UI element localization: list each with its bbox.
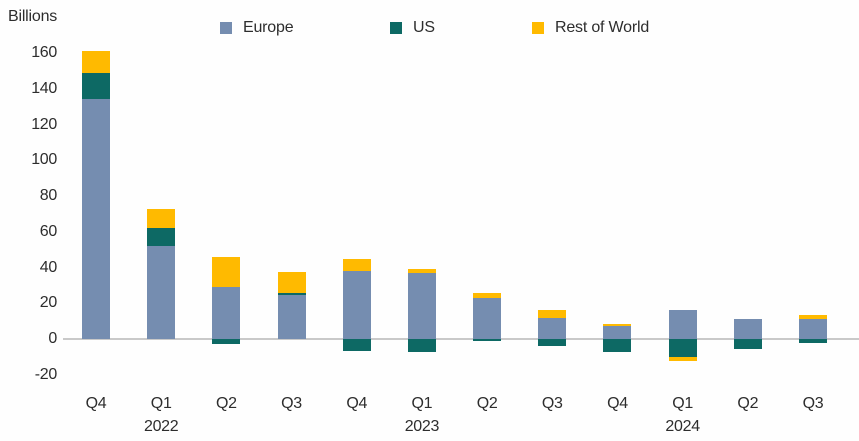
- bar-segment-rest-of-world-q2-2: [212, 256, 241, 288]
- y-axis-title: Billions: [8, 8, 58, 25]
- bar-segment-rest-of-world-q4-4: [342, 259, 371, 272]
- x-tick-label-9: Q1: [672, 395, 693, 412]
- bar-segment-europe-q4-4: [342, 271, 371, 339]
- x-tick-label-3: Q3: [281, 395, 302, 412]
- bar-segment-us-q3-11: [798, 339, 827, 344]
- bar-segment-us-q4-0: [82, 72, 110, 100]
- bar-segment-us-q4-8: [603, 339, 632, 352]
- legend-item-europe: Europe: [220, 19, 294, 36]
- x-tick-label-2: Q2: [215, 395, 237, 412]
- bar-segment-rest-of-world-q2-6: [473, 293, 502, 298]
- bar-segment-rest-of-world-q4-0: [82, 51, 110, 73]
- zero-axis-line: [63, 338, 859, 340]
- chart-legend: Europe US Rest of World: [0, 19, 859, 40]
- bar-segment-us-q2-6: [473, 339, 502, 341]
- bar-segment-europe-q3-11: [798, 319, 827, 339]
- y-tick-label: 60: [39, 222, 58, 240]
- bar-segment-us-q3-3: [277, 293, 306, 296]
- bar-segment-europe-q4-0: [82, 99, 110, 339]
- y-tick-label: 0: [48, 330, 57, 347]
- x-tick-label-10: Q2: [737, 395, 759, 412]
- legend-swatch-rest-of-world: [532, 22, 544, 34]
- bar-segment-us-q2-10: [733, 339, 762, 349]
- legend-label-europe: Europe: [243, 19, 294, 36]
- legend-swatch-europe: [220, 22, 232, 34]
- y-tick-label: 120: [31, 115, 57, 133]
- y-tick-label: 160: [31, 44, 57, 61]
- bar-segment-us-q1-9: [668, 339, 697, 357]
- bar-segment-rest-of-world-q3-11: [798, 314, 827, 320]
- bar-segment-rest-of-world-q3-7: [538, 310, 567, 318]
- y-tick-label: 140: [31, 79, 57, 97]
- bar-segment-europe-q2-6: [473, 297, 502, 339]
- bar-segment-europe-q3-3: [277, 295, 306, 339]
- legend-label-us: US: [413, 19, 435, 36]
- bar-segment-us-q3-7: [538, 339, 567, 347]
- bar-segment-europe-q2-2: [212, 287, 241, 339]
- x-tick-label-11: Q3: [802, 395, 824, 412]
- y-tick-label: 80: [39, 187, 58, 204]
- bar-segment-rest-of-world-q3-3: [277, 271, 306, 294]
- x-tick-label-7: Q3: [541, 395, 563, 412]
- x-tick-label-5: Q1: [411, 395, 433, 412]
- legend-item-rest-of-world: Rest of World: [532, 19, 650, 36]
- bar-segment-europe-q1-1: [147, 246, 176, 339]
- x-tick-label-0: Q4: [85, 395, 107, 412]
- bar-segment-us-q1-1: [147, 228, 176, 247]
- y-tick-label: 100: [31, 151, 57, 169]
- bar-segment-europe-q2-10: [733, 319, 762, 339]
- x-tick-label-6: Q2: [476, 395, 498, 412]
- year-label-2022: 2022: [143, 418, 179, 435]
- legend-label-rest-of-world: Rest of World: [555, 19, 650, 36]
- legend-swatch-us: [390, 22, 402, 34]
- y-tick-label: 20: [39, 294, 58, 312]
- bar-segment-rest-of-world-q1-1: [147, 209, 176, 229]
- x-tick-label-4: Q4: [346, 395, 368, 412]
- y-tick-label: 40: [39, 258, 58, 276]
- bar-segment-europe-q4-8: [603, 325, 632, 339]
- bar-segment-us-q1-5: [407, 339, 436, 353]
- year-label-2024: 2024: [665, 418, 700, 435]
- bar-segment-europe-q3-7: [538, 317, 567, 339]
- year-label-2023: 2023: [404, 418, 440, 435]
- bar-segment-rest-of-world-q1-5: [407, 269, 436, 273]
- x-tick-label-1: Q1: [150, 395, 172, 412]
- legend-item-us: US: [390, 19, 435, 36]
- bar-segment-rest-of-world-q1-9: [668, 356, 697, 362]
- x-tick-label-8: Q4: [607, 395, 628, 412]
- bar-segment-us-q4-4: [342, 339, 371, 351]
- bar-segment-europe-q1-9: [668, 309, 697, 339]
- bar-segment-europe-q1-5: [407, 272, 436, 339]
- bar-segment-us-q2-2: [212, 339, 241, 345]
- bar-segment-rest-of-world-q4-8: [603, 323, 632, 326]
- y-tick-label: -20: [34, 365, 58, 383]
